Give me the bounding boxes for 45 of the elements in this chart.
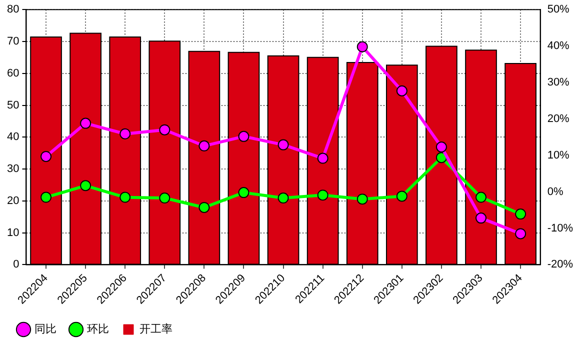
y-tick-label: 60 [6,67,20,80]
point [278,192,289,204]
y-tick-label: 50 [6,99,20,112]
y2-tick-label: 30% [547,76,570,89]
point [317,152,328,164]
y-tick-label: 40 [6,131,20,144]
point [159,192,170,204]
point [159,124,170,136]
point [476,192,487,203]
point [198,140,210,152]
point [317,190,328,201]
point [278,139,289,150]
legend-label: 环比 [87,322,109,336]
point [120,192,131,203]
point [40,192,52,203]
point [476,212,487,224]
point [436,141,447,152]
y2-tick-label: 20% [547,112,570,125]
point [238,130,250,142]
point [515,228,526,240]
y-tick-label: 70 [6,36,20,48]
y2-tick-label: 0% [547,186,564,198]
y-tick-label: 80 [6,4,20,16]
y2-tick-label: 40% [547,40,570,52]
point [356,41,368,52]
y2-tick-label: -20% [547,258,574,271]
legend-label: 开工率 [140,322,172,336]
y-tick-label: 30 [6,163,20,176]
point [238,187,250,198]
y2-tick-label: 50% [547,4,570,16]
point [80,118,92,129]
point [396,190,408,202]
point [120,128,131,140]
y2-tick-label: 10% [547,149,570,162]
y-tick-label: 10 [6,226,20,239]
point [396,85,408,96]
point [356,194,368,205]
legend-label: 同比 [34,322,56,336]
point [80,180,92,192]
point [40,150,52,162]
y2-tick-label: -10% [547,222,574,234]
point [198,202,210,213]
point [515,208,526,220]
y-tick-label: 20 [6,194,20,207]
y-tick-label: 0 [13,258,20,271]
